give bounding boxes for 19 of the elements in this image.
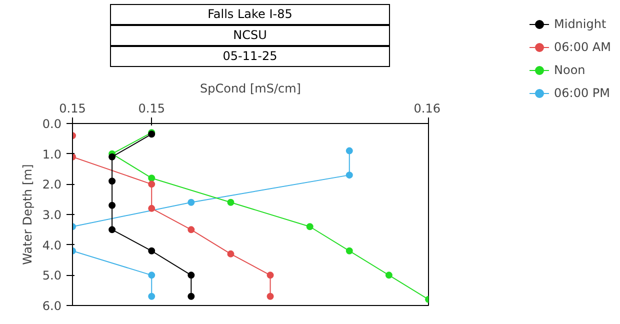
y-tick-label: 5.0	[42, 268, 62, 283]
y-tick-label: 4.0	[42, 238, 62, 252]
x-tick-label: 0.15	[138, 102, 165, 116]
y-tick-label: 1.0	[42, 147, 62, 162]
x-tick-label: 0.16	[414, 102, 440, 116]
y-tick-label: 6.0	[42, 299, 62, 313]
legend-label: Noon	[554, 63, 586, 77]
text: 05-11-25	[110, 46, 390, 68]
y-tick-label: 3.0	[42, 208, 62, 222]
x-axis-title: SpCond [mS/cm]	[200, 82, 302, 96]
legend-label: 06:00 PM	[554, 86, 610, 100]
x-tick-label: 0.15	[59, 102, 86, 116]
y-axis-title: Water Depth [m]	[20, 164, 34, 265]
y-tick-label: 0.0	[42, 117, 62, 131]
chart-title: Falls Lake I-85	[110, 4, 390, 26]
legend-label: 06:00 AM	[554, 40, 611, 54]
legend-label: Midnight	[554, 17, 606, 31]
chart-subtitle: NCSU	[110, 25, 390, 46]
y-tick-label: 2.0	[42, 178, 62, 192]
